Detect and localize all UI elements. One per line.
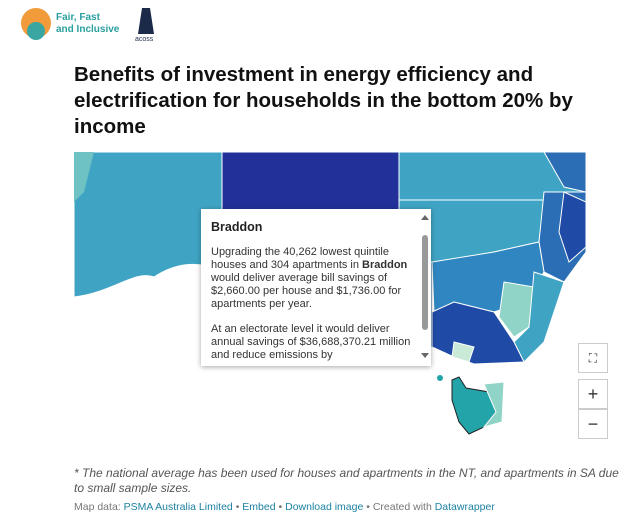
tooltip-text: At an electorate level it would deliver …: [211, 323, 411, 361]
region[interactable]: [498, 281, 535, 338]
region[interactable]: [437, 375, 443, 381]
credits: Map data: PSMA Australia Limited • Embed…: [74, 501, 495, 513]
separator: •: [278, 501, 283, 513]
region[interactable]: [543, 152, 586, 193]
separator: •: [235, 501, 240, 513]
tooltip-title: Braddon: [211, 220, 263, 234]
logo-text: and Inclusive: [56, 24, 120, 35]
logo: Fair, Fast and Inclusive acoss: [21, 8, 154, 42]
logo-text: Fair, Fast: [56, 12, 101, 23]
region[interactable]: [451, 341, 475, 363]
fullscreen-button[interactable]: ⛶: [578, 343, 608, 373]
link[interactable]: PSMA Australia Limited: [123, 501, 233, 513]
link[interactable]: Embed: [242, 501, 276, 513]
logo-icon: [27, 22, 45, 40]
text: Map data:: [74, 501, 121, 513]
text: • Created with: [366, 501, 432, 513]
logo-icon: [138, 8, 154, 34]
region[interactable]: [74, 152, 94, 202]
scrollbar[interactable]: [421, 213, 429, 361]
footnote: * The national average has been used for…: [74, 466, 619, 495]
link[interactable]: Datawrapper: [434, 501, 495, 513]
text: Upgrading the 40,262 lowest quintile hou…: [211, 246, 389, 271]
region[interactable]: [482, 381, 505, 428]
tooltip-text: Upgrading the 40,262 lowest quintile hou…: [211, 246, 411, 311]
logo-text: acoss: [135, 36, 154, 42]
link[interactable]: Download image: [285, 501, 364, 513]
zoom-in-button[interactable]: +: [578, 379, 608, 409]
tooltip: Braddon Upgrading the 40,262 lowest quin…: [201, 209, 431, 366]
title: Benefits of investment in energy efficie…: [74, 63, 573, 138]
text: Braddon: [362, 259, 408, 271]
map[interactable]: [74, 152, 586, 447]
zoom-out-button[interactable]: −: [578, 409, 608, 439]
region[interactable]: [558, 191, 586, 263]
text: would deliver average bill savings of $2…: [211, 272, 402, 310]
region[interactable]: [74, 152, 223, 298]
